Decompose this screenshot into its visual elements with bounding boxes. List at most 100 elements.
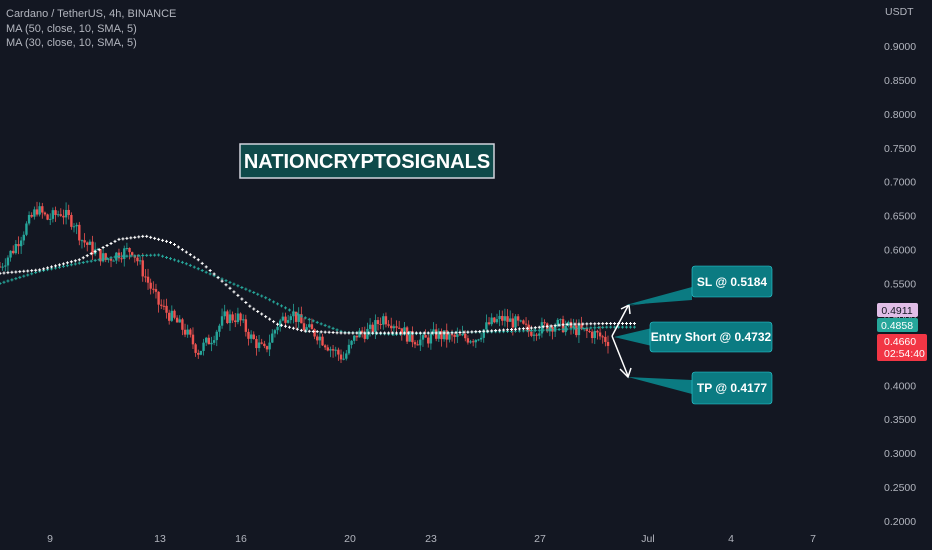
candle-body bbox=[360, 330, 364, 334]
candle-body bbox=[366, 328, 369, 339]
candle-body bbox=[302, 323, 306, 331]
ma-50-marker bbox=[212, 272, 216, 276]
ma-50-marker bbox=[133, 235, 137, 239]
candle-body bbox=[6, 257, 10, 266]
candle-body bbox=[464, 333, 467, 339]
ma-30-marker bbox=[240, 285, 244, 289]
ma-50-marker bbox=[549, 324, 553, 328]
candle-body bbox=[189, 329, 192, 335]
ma-50-marker bbox=[561, 323, 565, 327]
ma-50-marker bbox=[486, 329, 490, 333]
ma-50-marker bbox=[61, 262, 65, 266]
ma-30-marker bbox=[157, 253, 161, 257]
candle-body bbox=[392, 326, 396, 329]
ma-50-marker bbox=[402, 331, 406, 335]
ma-30-marker bbox=[323, 323, 327, 327]
ma-50-marker bbox=[268, 317, 272, 321]
candle-body bbox=[371, 324, 374, 332]
y-tick-label: 0.6000 bbox=[884, 245, 916, 257]
candle-body bbox=[519, 320, 522, 322]
candle-body bbox=[580, 324, 583, 329]
sl-callout[interactable]: SL @ 0.5184 bbox=[626, 265, 773, 306]
ma-30-marker bbox=[153, 253, 157, 257]
candle-body bbox=[532, 334, 536, 336]
ma-30-marker bbox=[93, 258, 97, 262]
candle-body bbox=[242, 319, 245, 321]
ma-50-marker bbox=[248, 304, 252, 308]
legend-symbol[interactable]: Cardano / TetherUS, 4h, BINANCE bbox=[6, 8, 177, 20]
ma-30-marker bbox=[593, 326, 597, 330]
candle-body bbox=[442, 330, 446, 340]
ma-30-marker bbox=[632, 325, 636, 329]
ma-30-marker bbox=[176, 259, 180, 263]
candle-body bbox=[498, 315, 501, 320]
ma-30-marker bbox=[311, 319, 315, 323]
ma-50-marker bbox=[109, 241, 113, 245]
ma-50-marker bbox=[569, 322, 573, 326]
candle-body bbox=[413, 342, 417, 345]
ma-30-marker bbox=[585, 326, 589, 330]
candle-body bbox=[448, 334, 451, 340]
ma-50-marker bbox=[315, 330, 319, 334]
ma-50-marker bbox=[462, 330, 466, 334]
candle-body bbox=[421, 335, 425, 340]
candle-body bbox=[41, 206, 44, 213]
ma-30-marker bbox=[149, 253, 153, 257]
legend-ma-30[interactable]: MA (30, close, 10, SMA, 5) bbox=[6, 37, 137, 49]
ma-30-marker bbox=[319, 322, 323, 326]
x-tick-label: 27 bbox=[534, 533, 546, 545]
ma-50-marker bbox=[355, 331, 359, 335]
candle-body bbox=[170, 310, 174, 321]
candle-body bbox=[471, 341, 475, 343]
ma-50-marker bbox=[466, 330, 470, 334]
ma-50-marker bbox=[188, 253, 192, 257]
ma-50-marker bbox=[573, 322, 577, 326]
candle-body bbox=[120, 258, 123, 260]
x-axis[interactable]: 9 13 16 20 23 27 Jul 4 7 bbox=[47, 533, 816, 545]
ma-30-marker bbox=[597, 326, 601, 330]
candle-body bbox=[255, 339, 258, 349]
ma-30-marker bbox=[141, 254, 145, 258]
ma-30-marker bbox=[133, 254, 137, 258]
candle-body bbox=[17, 244, 20, 247]
ma-30-marker bbox=[589, 326, 593, 330]
candle-body bbox=[329, 349, 332, 351]
ma-50-marker bbox=[422, 331, 426, 335]
candle-body bbox=[556, 319, 559, 327]
ma-50-marker bbox=[474, 330, 478, 334]
ma-30-marker bbox=[537, 328, 541, 332]
ma-50-marker bbox=[299, 328, 303, 332]
ma-50-marker bbox=[510, 327, 514, 331]
legend-ma-50[interactable]: MA (50, close, 10, SMA, 5) bbox=[6, 22, 137, 35]
candle-body bbox=[516, 316, 520, 321]
ma-50-marker bbox=[42, 267, 46, 271]
candle-body bbox=[1, 266, 4, 268]
candle-body bbox=[149, 282, 152, 289]
tp-callout[interactable]: TP @ 0.4177 bbox=[628, 371, 773, 405]
candle-body bbox=[19, 240, 23, 247]
ma-30-marker bbox=[260, 294, 264, 298]
ma-30-marker bbox=[30, 272, 34, 276]
candle-body bbox=[331, 349, 335, 351]
candle-body bbox=[382, 316, 385, 325]
ma-50-marker bbox=[184, 250, 188, 254]
ma-50-marker bbox=[69, 260, 73, 264]
candle-body bbox=[588, 331, 591, 333]
entry-callout[interactable]: Entry Short @ 0.4732 bbox=[614, 321, 773, 353]
candle-body bbox=[540, 322, 544, 334]
candle-body bbox=[80, 240, 84, 242]
ma-50-marker bbox=[283, 324, 287, 328]
watermark-box: NATIONCRYPTOSIGNALS bbox=[239, 143, 495, 179]
candle-body bbox=[162, 305, 166, 307]
ma-50-marker bbox=[303, 329, 307, 333]
ma-30-marker bbox=[137, 254, 141, 258]
candle-body bbox=[249, 334, 253, 339]
ma-50-marker bbox=[129, 236, 133, 240]
ma-30-marker bbox=[85, 260, 89, 264]
ma-50-marker bbox=[93, 250, 97, 254]
candle-body bbox=[191, 334, 195, 345]
ma-50-marker bbox=[414, 331, 418, 335]
candle-body bbox=[265, 346, 269, 350]
ma-50-marker bbox=[172, 242, 176, 246]
